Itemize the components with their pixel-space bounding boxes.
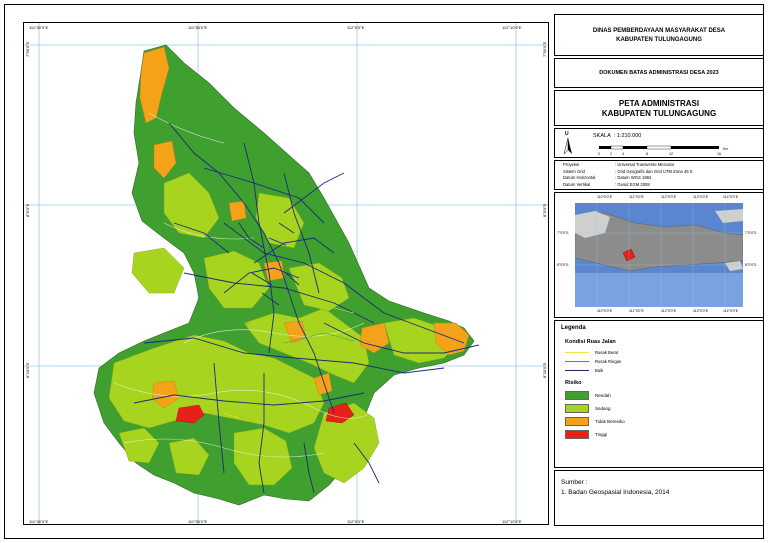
location-inset: 110°0'0"E 111°0'0"E 112°0'0"E 113°0'0"E … [554, 192, 764, 318]
scale-tick-4: 4 [622, 152, 624, 156]
tick-top-2: 111°50'0"E [188, 25, 208, 30]
north-label: U [565, 131, 569, 137]
legend-risk-item: Tinggi [565, 428, 757, 441]
meta-row: Datum Vertikal: Geoid EGM 2008 [563, 181, 650, 187]
legend-road-item: Rusak Berat [565, 348, 757, 357]
scale-tick-16: 16 [717, 152, 721, 156]
tick-top-1: 111°40'0"E [29, 25, 49, 30]
tick-right-1: 7°50'0"S [542, 41, 547, 57]
source-item: 1. Badan Geospasial Indonesia, 2014 [561, 489, 670, 496]
tick-top-3: 112°0'0"E [347, 25, 365, 30]
scale-bar: 0 2 4 8 12 16 Km [598, 145, 728, 156]
map-title: PETA ADMINISTRASI KABUPATEN TULUNGAGUNG [554, 90, 764, 126]
agency-line-2: KABUPATEN TULUNGAGUNG [616, 37, 702, 43]
tick-bottom-2: 111°50'0"E [188, 519, 208, 524]
scale-unit: Km [723, 147, 728, 151]
document-title: DOKUMEN BATAS ADMINISTRASI DESA 2023 [554, 58, 764, 88]
roads-rusak-ringan [193, 322, 355, 344]
inset-map-java [575, 203, 743, 307]
risk-tidak-beresiko-areas [139, 46, 470, 409]
north-arrow-icon [563, 137, 572, 155]
tick-top-4: 112°10'0"E [502, 25, 522, 30]
main-map[interactable]: 111°40'0"E 111°50'0"E 112°0'0"E 112°10'0… [23, 22, 549, 525]
tick-right-3: 8°10'0"S [542, 362, 547, 378]
meta-row: Proyeksi: Universal Transverse Mercator [563, 162, 675, 167]
legend-risk-item: Sedang [565, 402, 757, 415]
legend-risk-item: Rendah [565, 389, 757, 402]
legend: Legenda Kondisi Ruas Jalan Rusak Berat R… [554, 320, 764, 468]
regency-map [24, 23, 548, 524]
risk-sedang-areas [108, 172, 460, 486]
agency-header: DINAS PEMBERDAYAAN MASYARAKAT DESA KABUP… [554, 14, 764, 56]
tick-left-3: 8°10'0"S [25, 362, 30, 378]
scale-section: U SKALA : 1:210.000 0 2 4 8 12 16 Km [554, 128, 764, 158]
scale-tick-2: 2 [610, 152, 612, 156]
tick-left-1: 7°50'0"S [25, 41, 30, 57]
map-title-line-2: KABUPATEN TULUNGAGUNG [601, 109, 717, 118]
meta-row: Datum Horizontal: Datum WGS 1984 [563, 175, 652, 180]
tick-bottom-1: 111°40'0"E [29, 519, 49, 524]
tick-bottom-3: 112°0'0"E [347, 519, 365, 524]
source-label: Sumber : [561, 479, 588, 486]
roads-baik [133, 122, 480, 494]
map-title-line-1: PETA ADMINISTRASI [618, 99, 700, 108]
scale-tick-8: 8 [646, 152, 648, 156]
projection-metadata: Proyeksi: Universal Transverse Mercator … [554, 160, 764, 190]
roads-rusak-berat [223, 307, 355, 419]
scale-tick-0: 0 [598, 152, 600, 156]
tick-left-2: 8°0'0"S [25, 203, 30, 217]
legend-road-item: Baik [565, 366, 757, 375]
legend-risk-item: Tidak Beresiko [565, 415, 757, 428]
map-sheet: 111°40'0"E 111°50'0"E 112°0'0"E 112°10'0… [4, 4, 764, 539]
tick-bottom-4: 112°10'0"E [502, 519, 522, 524]
legend-road-heading: Kondisi Ruas Jalan [565, 339, 616, 345]
legend-road-item: Rusak Ringan [565, 357, 757, 366]
map-info-panel: DINAS PEMBERDAYAAN MASYARAKAT DESA KABUP… [554, 14, 764, 526]
legend-title: Legenda [561, 325, 586, 331]
legend-risk-heading: Risiko [565, 380, 582, 386]
scale-tick-12: 12 [669, 152, 673, 156]
tick-right-2: 8°0'0"S [542, 203, 547, 217]
agency-line-1: DINAS PEMBERDAYAAN MASYARAKAT DESA [592, 28, 726, 34]
scale-label: SKALA : 1:210.000 [593, 133, 642, 139]
meta-row: Sistem Grid: Grid Geografis dan Grid UTM… [563, 168, 693, 174]
rivers [113, 112, 385, 458]
source-section: Sumber : 1. Badan Geospasial Indonesia, … [554, 470, 764, 526]
